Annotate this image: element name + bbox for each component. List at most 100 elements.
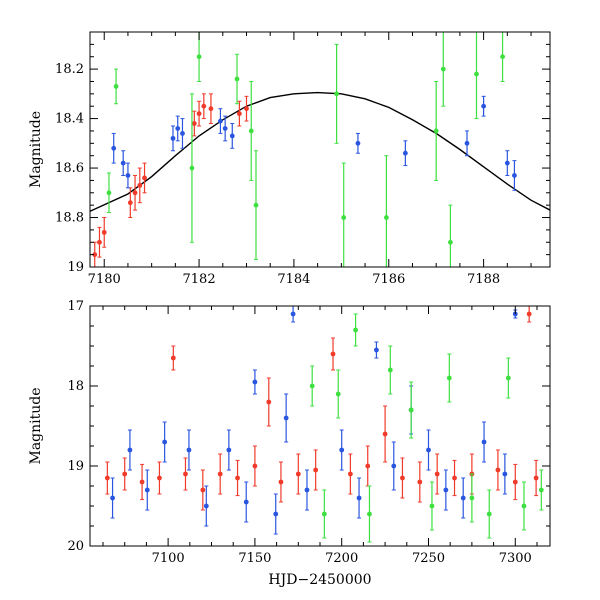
top-green-point xyxy=(106,190,112,196)
top-green-point xyxy=(234,76,240,82)
top-xtick-label: 7186 xyxy=(372,272,405,287)
top-xtick-label: 7180 xyxy=(88,272,121,287)
bottom-ytick-label: 20 xyxy=(67,539,84,554)
bottom-blue-point xyxy=(252,379,258,385)
bottom-red-point xyxy=(235,475,240,481)
bottom-red-point xyxy=(417,479,423,485)
top-red-point xyxy=(97,239,102,245)
bottom-ytick-label: 19 xyxy=(67,459,84,474)
top-blue-point xyxy=(120,160,126,166)
top-ytick-label: 19 xyxy=(67,260,84,275)
bottom-red-point xyxy=(434,471,440,477)
top-red-point xyxy=(127,200,133,206)
bottom-xtick-label: 7300 xyxy=(499,551,532,566)
bottom-xtick-label: 7200 xyxy=(325,551,358,566)
top-blue-point xyxy=(111,145,117,151)
top-red-point xyxy=(201,103,207,109)
bottom-green-point xyxy=(353,327,358,333)
top-red-point xyxy=(92,252,98,258)
top-red-point xyxy=(236,111,242,117)
top-blue-point xyxy=(355,140,361,146)
bottom-blue-point xyxy=(186,447,192,453)
top-blue-point xyxy=(464,140,470,146)
bottom-green-point xyxy=(521,503,527,509)
top-red-point xyxy=(132,190,138,196)
bottom-blue-point xyxy=(203,503,209,509)
bottom-green-point xyxy=(309,383,315,389)
bottom-red-point xyxy=(313,467,319,473)
top-ytick-label: 18.8 xyxy=(55,211,84,226)
top-green-point xyxy=(334,91,339,97)
top-ytick-label: 18.4 xyxy=(55,112,84,127)
bottom-blue-point xyxy=(304,487,310,493)
bottom-red-point xyxy=(200,487,206,493)
bottom-red-point xyxy=(452,475,457,481)
bottom-blue-point xyxy=(226,447,232,453)
top-green-point xyxy=(253,202,259,208)
bottom-green-point xyxy=(538,487,544,493)
top-panel: 7180 7182 7184 7186 7188 18.2 18.4 18.6 18.8 19 M… xyxy=(28,31,551,287)
top-green-point xyxy=(248,128,254,134)
top-blue-point xyxy=(229,133,235,139)
bottom-blue-point xyxy=(374,347,379,353)
top-green-point xyxy=(196,54,202,60)
top-green-point xyxy=(474,71,479,77)
top-xtick-label: 7188 xyxy=(467,272,500,287)
bottom-green-point xyxy=(429,503,435,509)
bottom-red-point xyxy=(330,351,336,357)
bottom-blue-point xyxy=(144,487,150,493)
bottom-blue-point xyxy=(339,447,345,453)
bottom-xtick-label: 7250 xyxy=(412,551,445,566)
bottom-green-point xyxy=(469,495,475,501)
bottom-ytick-label: 18 xyxy=(67,379,84,394)
top-blue-point xyxy=(218,118,223,124)
bottom-red-point xyxy=(170,355,176,361)
bottom-blue-point xyxy=(391,463,397,469)
top-blue-point xyxy=(504,160,510,166)
bottom-red-point xyxy=(104,475,110,481)
top-blue-point xyxy=(125,173,131,178)
top-blue-point xyxy=(170,135,176,141)
top-red-point xyxy=(191,121,197,126)
bottom-blue-point xyxy=(443,487,449,493)
top-red-point xyxy=(244,106,249,112)
bottom-series-green xyxy=(309,313,544,543)
bottom-green-point xyxy=(446,375,452,381)
bottom-green-point xyxy=(321,511,327,517)
bottom-red-point xyxy=(347,471,353,477)
top-red-point xyxy=(208,106,214,112)
bottom-blue-point xyxy=(127,447,133,453)
top-red-point xyxy=(196,111,202,117)
bottom-blue-point xyxy=(110,495,115,501)
bottom-red-point xyxy=(526,311,532,317)
top-green-point xyxy=(383,215,389,220)
bottom-red-point xyxy=(533,475,539,481)
top-green-point xyxy=(500,54,505,60)
top-panel-ylabel: Magnitude xyxy=(28,111,44,188)
top-ytick-label: 18.6 xyxy=(55,161,84,176)
top-green-point xyxy=(341,215,347,220)
bottom-green-point xyxy=(408,407,414,413)
bottom-red-point xyxy=(266,399,272,405)
bottom-blue-point xyxy=(502,471,508,477)
top-xtick-label: 7184 xyxy=(277,272,310,287)
bottom-ytick-label: 17 xyxy=(67,299,84,314)
top-green-point xyxy=(113,84,119,89)
bottom-xtick-label: 7150 xyxy=(238,551,271,566)
bottom-red-point xyxy=(122,471,128,477)
top-ytick-label: 18.2 xyxy=(55,62,84,77)
top-model-curve xyxy=(90,91,550,212)
bottom-panel: 7100 7150 7200 7250 7300 17 18 19 20 Magnitude H… xyxy=(28,299,551,588)
bottom-panel-ylabel: Magnitude xyxy=(28,387,44,464)
bottom-panel-xlabel: HJD−2450000 xyxy=(268,572,371,588)
top-blue-point xyxy=(175,126,181,131)
top-red-point xyxy=(142,175,147,181)
bottom-green-point xyxy=(367,511,372,517)
top-blue-point xyxy=(180,131,185,136)
top-green-point xyxy=(189,165,195,171)
bottom-red-point xyxy=(382,431,388,437)
top-xtick-label: 7182 xyxy=(183,272,216,287)
bottom-blue-point xyxy=(460,495,466,501)
top-blue-point xyxy=(402,150,408,156)
